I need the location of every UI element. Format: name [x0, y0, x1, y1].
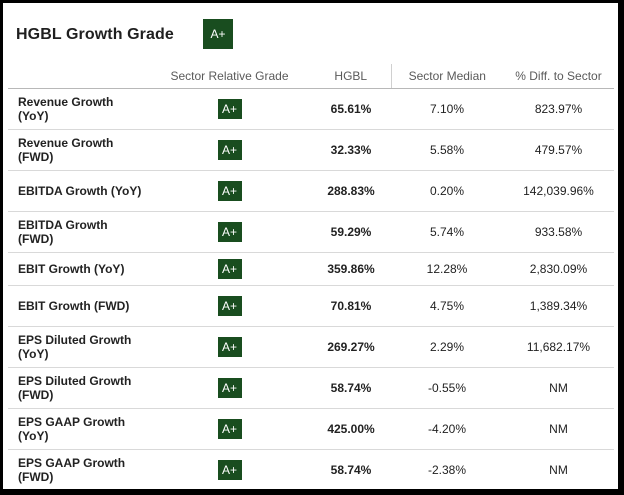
- sector-median-value: -4.20%: [427, 422, 467, 436]
- hgbl-value: 32.33%: [330, 143, 372, 157]
- grade-badge: A+: [217, 181, 242, 201]
- pct-diff-value: 142,039.96%: [523, 184, 594, 198]
- column-header-sector-relative-grade[interactable]: Sector Relative Grade: [148, 64, 311, 89]
- pct-diff-value: NM: [549, 422, 568, 436]
- pct-diff-value: NM: [549, 463, 568, 477]
- pct-diff-value: 479.57%: [534, 143, 583, 157]
- overall-grade-badge: A+: [203, 19, 233, 49]
- sector-median-value: 5.74%: [429, 225, 465, 239]
- table-row: EPS Diluted Growth (FWD) A+ 58.74% -0.55…: [8, 368, 614, 409]
- growth-grade-card: HGBL Growth Grade A+ Sector Relative Gra…: [3, 3, 618, 489]
- metric-label: Revenue Growth (FWD): [18, 136, 114, 164]
- metric-label: EBITDA Growth (FWD): [18, 218, 108, 246]
- column-header-hgbl[interactable]: HGBL: [311, 64, 392, 89]
- grade-badge: A+: [217, 296, 242, 316]
- table-row: EPS GAAP Growth (YoY) A+ 425.00% -4.20% …: [8, 409, 614, 450]
- grade-cell: A+: [148, 450, 311, 490]
- sector-median-value: 4.75%: [429, 299, 465, 313]
- metric-label: EBIT Growth (FWD): [18, 299, 130, 313]
- hgbl-value: 425.00%: [327, 422, 375, 436]
- card-title: HGBL Growth Grade: [16, 26, 174, 43]
- grade-badge: A+: [217, 259, 242, 279]
- table-row: EBIT Growth (YoY) A+ 359.86% 12.28% 2,83…: [8, 253, 614, 286]
- grade-cell: A+: [148, 171, 311, 212]
- grade-cell: A+: [148, 368, 311, 409]
- grade-cell: A+: [148, 286, 311, 327]
- metric-label: Revenue Growth (YoY): [18, 95, 114, 123]
- pct-diff-value: 823.97%: [534, 102, 583, 116]
- table-row: Revenue Growth (FWD) A+ 32.33% 5.58% 479…: [8, 130, 614, 171]
- grade-cell: A+: [148, 130, 311, 171]
- sector-median-value: -0.55%: [427, 381, 467, 395]
- table-row: EPS GAAP Growth (FWD) A+ 58.74% -2.38% N…: [8, 450, 614, 490]
- sector-median-value: 5.58%: [429, 143, 465, 157]
- hgbl-value: 359.86%: [327, 262, 375, 276]
- sector-median-value: 12.28%: [426, 262, 468, 276]
- sector-median-value: 7.10%: [429, 102, 465, 116]
- grade-badge: A+: [217, 140, 242, 160]
- hgbl-value: 70.81%: [330, 299, 372, 313]
- metric-label: EBITDA Growth (YoY): [18, 184, 142, 198]
- grade-cell: A+: [148, 212, 311, 253]
- hgbl-value: 59.29%: [330, 225, 372, 239]
- grade-cell: A+: [148, 409, 311, 450]
- table-row: EBITDA Growth (FWD) A+ 59.29% 5.74% 933.…: [8, 212, 614, 253]
- hgbl-value: 269.27%: [327, 340, 375, 354]
- grade-cell: A+: [148, 89, 311, 130]
- column-header-pct-diff[interactable]: % Diff. to Sector: [503, 64, 614, 89]
- metric-label: EPS GAAP Growth (FWD): [18, 456, 126, 484]
- column-header-sector-median[interactable]: Sector Median: [391, 64, 503, 89]
- hgbl-value: 58.74%: [330, 463, 372, 477]
- table-row: EPS Diluted Growth (YoY) A+ 269.27% 2.29…: [8, 327, 614, 368]
- table-row: EBIT Growth (FWD) A+ 70.81% 4.75% 1,389.…: [8, 286, 614, 327]
- hgbl-value: 58.74%: [330, 381, 372, 395]
- pct-diff-value: 11,682.17%: [526, 340, 591, 354]
- metric-label: EPS Diluted Growth (FWD): [18, 374, 132, 402]
- grade-badge: A+: [217, 99, 242, 119]
- grade-badge: A+: [217, 378, 242, 398]
- sector-median-value: 2.29%: [429, 340, 465, 354]
- grade-badge: A+: [217, 460, 242, 480]
- pct-diff-value: 1,389.34%: [529, 299, 588, 313]
- column-header-metric: [8, 64, 148, 89]
- table-header-row: Sector Relative Grade HGBL Sector Median…: [8, 64, 614, 89]
- sector-median-value: 0.20%: [429, 184, 465, 198]
- grade-cell: A+: [148, 327, 311, 368]
- metric-label: EBIT Growth (YoY): [18, 262, 125, 276]
- grade-badge: A+: [217, 419, 242, 439]
- pct-diff-value: 933.58%: [534, 225, 583, 239]
- table-row: EBITDA Growth (YoY) A+ 288.83% 0.20% 142…: [8, 171, 614, 212]
- grade-badge: A+: [217, 337, 242, 357]
- hgbl-value: 65.61%: [330, 102, 372, 116]
- growth-table: Sector Relative Grade HGBL Sector Median…: [8, 64, 614, 489]
- table-row: Revenue Growth (YoY) A+ 65.61% 7.10% 823…: [8, 89, 614, 130]
- card-header: HGBL Growth Grade A+: [16, 19, 233, 50]
- pct-diff-value: 2,830.09%: [529, 262, 588, 276]
- pct-diff-value: NM: [549, 381, 568, 395]
- metric-label: EPS GAAP Growth (YoY): [18, 415, 126, 443]
- grade-badge: A+: [217, 222, 242, 242]
- sector-median-value: -2.38%: [427, 463, 467, 477]
- hgbl-value: 288.83%: [327, 184, 375, 198]
- grade-cell: A+: [148, 253, 311, 286]
- metric-label: EPS Diluted Growth (YoY): [18, 333, 132, 361]
